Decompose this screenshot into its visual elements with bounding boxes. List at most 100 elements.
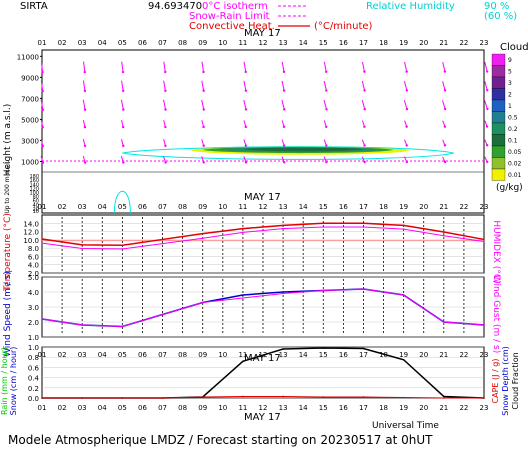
wind-arrow	[163, 61, 166, 73]
data-point	[201, 237, 204, 239]
y-tick-label: 0.6	[28, 364, 40, 372]
hour-tick-label: 07	[158, 404, 167, 412]
legend-0c-isotherm: 0°C isotherm	[202, 1, 268, 12]
hour-tick-label: 11	[238, 203, 247, 211]
y-tick-label: 10.0	[23, 237, 39, 245]
low-height-tick-label: 20	[33, 207, 39, 213]
low-height-tick-label: 80	[33, 195, 39, 201]
wind-arrow	[484, 100, 488, 110]
low-height-tick-label: 40	[33, 203, 39, 209]
wind-arrow-head	[363, 125, 366, 128]
legend-rh: Relative Humidity	[366, 1, 455, 12]
wind-arrow	[163, 99, 167, 110]
wind-arrow	[403, 100, 408, 110]
data-point	[362, 288, 365, 290]
wind-arrow-head	[83, 108, 87, 111]
wind-arrow-head	[83, 70, 87, 74]
hour-tick-label: 08	[178, 39, 187, 47]
wind-arrow	[361, 80, 366, 91]
colorbar-tick-label: 3	[508, 80, 512, 87]
wind-arrow	[82, 80, 86, 91]
data-point	[362, 226, 365, 228]
wind-arrow	[281, 99, 285, 110]
wind-arrow	[121, 80, 124, 91]
wind-arrow	[201, 61, 205, 73]
height-tick-label: 7000	[21, 95, 39, 103]
wind-arrow-head	[244, 144, 248, 147]
wind-arrow	[361, 61, 365, 72]
wind-arrow	[40, 99, 44, 110]
hour-tick-label: 15	[319, 203, 328, 211]
hour-tick-label: 21	[439, 404, 448, 412]
height-tick-label: 5000	[21, 116, 39, 124]
hour-tick-label: 06	[138, 351, 147, 359]
hour-tick-label: 18	[379, 404, 388, 412]
data-point	[41, 238, 43, 240]
hour-tick-label: 04	[98, 39, 107, 47]
hour-tick-label: 14	[299, 39, 308, 47]
data-point	[121, 248, 124, 250]
wind-arrow-head	[41, 89, 44, 93]
data-point	[41, 397, 43, 399]
data-point	[402, 228, 405, 230]
wind-arrow-head	[164, 125, 167, 129]
data-point	[322, 226, 325, 228]
hour-tick-label: 02	[58, 404, 67, 412]
hour-tick-label: 09	[198, 404, 207, 412]
colorbar-tick-label: 9	[508, 57, 512, 64]
wind-arrow-head	[83, 89, 87, 93]
station-code: 94.693470	[148, 1, 202, 12]
height-tick-label: 1000	[21, 158, 39, 166]
y-tick-label: 0.2	[28, 385, 39, 393]
hour-tick-label: 21	[439, 203, 448, 211]
cloud-colorbar: 9 5 3 2 1 0.5 0.2 0.1 0.05 0.02 0.01	[491, 53, 522, 181]
footer-title: Modele Atmospherique LMDZ / Forecast sta…	[8, 433, 433, 447]
data-point	[242, 360, 244, 363]
wind-arrow-head	[283, 108, 286, 111]
cloud-fraction-axis-title: Cloud Fraction	[511, 352, 520, 409]
low-height-tick-label: 100	[29, 191, 39, 197]
low-height-tick-label: 120	[29, 186, 39, 192]
legend-convective: Convective Heat.	[189, 21, 275, 32]
hour-tick-label: 10	[218, 404, 227, 412]
wind-arrow-head	[405, 160, 409, 164]
hour-tick-label: 16	[339, 39, 348, 47]
hour-tick-label: 16	[339, 404, 348, 412]
wind-arrow-head	[363, 144, 366, 147]
hour-tick-label: 16	[339, 351, 348, 359]
wind-arrow-head	[202, 108, 205, 111]
station-name: SIRTA	[20, 1, 48, 12]
hour-tick-label: 12	[259, 404, 268, 412]
data-point	[161, 242, 164, 245]
low-height-tick-label: 10	[33, 209, 39, 215]
wind-arrow	[201, 99, 205, 110]
y-tick-label: 14.0	[23, 220, 39, 228]
wind-arrow-head	[41, 70, 44, 74]
hour-tick-label: 01	[38, 39, 47, 47]
hour-tick-label: 02	[58, 203, 67, 211]
wind-arrow	[201, 80, 205, 91]
temperature-panel: 14.012.010.08.06.04.02.0	[23, 214, 485, 278]
data-point	[362, 222, 365, 225]
hour-tick-label: 03	[78, 203, 87, 211]
colorbar-swatch	[491, 134, 506, 147]
hour-tick-label: 10	[218, 39, 227, 47]
hour-tick-label: 14	[299, 404, 308, 412]
y-tick-label: 0.4	[28, 375, 40, 383]
wind-arrow-head	[325, 108, 328, 111]
wind-arrow	[82, 99, 86, 110]
hour-tick-label: 04	[98, 351, 107, 359]
hour-tick-label: 11	[238, 404, 247, 412]
wind-arrow	[323, 61, 327, 72]
data-point	[443, 395, 445, 398]
wind-speed-axis-title: Wind Speed (m / s)	[3, 271, 13, 357]
data-point	[161, 313, 164, 316]
wind-arrow	[83, 61, 86, 73]
wind-arrow-head	[325, 89, 328, 92]
hour-tick-label: 09	[198, 351, 207, 359]
data-point	[242, 231, 244, 234]
hour-tick-label: 10	[218, 203, 227, 211]
y-tick-label: 2.0	[28, 319, 39, 327]
y-tick-label: 1.0	[28, 334, 39, 342]
